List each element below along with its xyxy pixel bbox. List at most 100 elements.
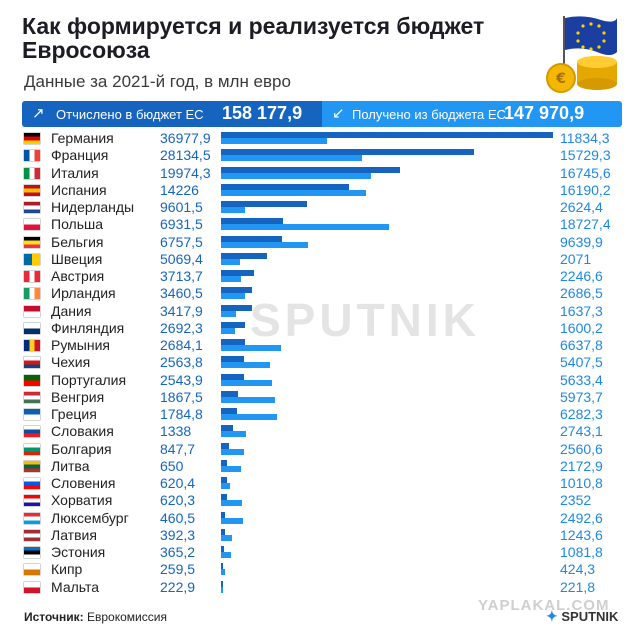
flag-icon <box>24 374 40 386</box>
contributed-value-label: 6931,5 <box>160 216 203 233</box>
flag-icon <box>24 460 40 472</box>
received-bar <box>221 362 270 369</box>
source-note: Источник: Еврокомиссия <box>24 610 167 624</box>
flag-icon <box>24 443 40 455</box>
contributed-label: Отчислено в бюджет ЕС <box>56 107 204 122</box>
received-bar <box>221 396 275 403</box>
received-bar <box>221 207 245 213</box>
flag-icon <box>24 167 40 179</box>
received-bar <box>221 586 223 593</box>
flag-icon <box>24 322 40 334</box>
contributed-summary: ↗ Отчислено в бюджет ЕС 158 177,9 <box>22 101 322 127</box>
received-value-label: 2492,6 <box>560 509 603 526</box>
contributed-bar <box>221 546 225 552</box>
received-value-label: 6282,3 <box>560 406 603 422</box>
flag-icon <box>24 391 40 403</box>
eu-flag-coins-illustration: € <box>546 16 617 93</box>
received-bar <box>221 500 243 507</box>
brand-logo: ✦ SPUTNIK <box>546 608 618 625</box>
country-name: Латвия <box>51 526 97 543</box>
flag-icon <box>24 512 40 524</box>
flag-icon <box>24 529 40 541</box>
received-value-label: 15729,3 <box>560 147 611 164</box>
country-name: Эстония <box>51 544 106 560</box>
sputnik-watermark: SPUTNIK <box>250 294 480 346</box>
country-name: Польша <box>51 216 104 233</box>
received-value-label: 2172,9 <box>560 457 603 474</box>
received-bar <box>221 224 390 231</box>
flag-icon <box>24 547 40 558</box>
contributed-bar <box>221 459 227 466</box>
received-bar <box>221 569 225 576</box>
contributed-value-label: 36977,9 <box>160 130 211 146</box>
country-name: Нидерланды <box>51 199 135 215</box>
received-bar <box>221 379 272 386</box>
flag-icon <box>24 219 40 231</box>
flag-icon <box>24 340 40 351</box>
country-name: Португалия <box>51 371 127 388</box>
summary-bar: ↗ Отчислено в бюджет ЕС 158 177,9 ↙ Полу… <box>22 101 622 127</box>
contributed-value-label: 460,5 <box>160 509 196 526</box>
contributed-bar <box>221 287 253 294</box>
flag-icon <box>24 202 40 213</box>
received-value-label: 2743,1 <box>560 423 603 440</box>
received-bar <box>221 310 236 317</box>
flag-icon <box>24 581 40 593</box>
flag-icon <box>24 271 40 282</box>
received-bar <box>221 345 281 351</box>
country-name: Словения <box>51 475 116 491</box>
contributed-value-label: 2684,1 <box>160 337 203 353</box>
country-name: Испания <box>51 181 107 198</box>
contributed-value-label: 392,3 <box>160 526 196 543</box>
received-value-label: 2071 <box>560 250 592 267</box>
contributed-total: 158 177,9 <box>222 103 303 123</box>
received-value-label: 11834,3 <box>560 130 610 146</box>
flag-icon <box>24 478 40 489</box>
contributed-value-label: 1867,5 <box>160 388 203 405</box>
received-bar <box>221 465 241 472</box>
country-name: Франция <box>51 147 109 164</box>
received-bar <box>221 517 244 524</box>
country-name: Дания <box>51 302 92 319</box>
received-value-label: 5633,4 <box>560 371 603 388</box>
contributed-bar <box>221 321 246 328</box>
contributed-value-label: 620,4 <box>160 475 196 491</box>
received-bar <box>221 534 233 541</box>
flag-icon <box>24 564 40 576</box>
country-name: Литва <box>51 457 90 474</box>
received-value-label: 6637,8 <box>560 337 603 353</box>
contributed-value-label: 2543,9 <box>160 371 203 388</box>
received-value-label: 1600,2 <box>560 319 603 336</box>
contributed-bar <box>221 252 267 259</box>
flag-icon <box>24 288 40 300</box>
received-value-label: 9639,9 <box>560 233 603 250</box>
received-bar <box>221 172 372 179</box>
flag-icon <box>24 133 40 144</box>
country-name: Кипр <box>51 561 83 578</box>
received-bar <box>221 155 363 162</box>
country-name: Мальта <box>51 578 100 595</box>
flag-icon <box>24 253 40 265</box>
contributed-value-label: 3460,5 <box>160 285 203 302</box>
arrow-up-right-icon: ↗ <box>32 105 45 122</box>
country-name: Венгрия <box>51 388 105 405</box>
contributed-bar <box>221 563 224 570</box>
received-bar <box>221 414 278 420</box>
contributed-bar <box>221 390 238 397</box>
contributed-bar <box>221 425 233 432</box>
received-value-label: 221,8 <box>560 578 596 595</box>
received-bar <box>221 448 244 455</box>
received-bar <box>221 327 236 334</box>
received-value-label: 2686,5 <box>560 285 603 302</box>
flag-icon <box>24 426 40 438</box>
country-name: Словакия <box>51 423 114 440</box>
country-name: Румыния <box>51 337 111 353</box>
received-value-label: 1637,3 <box>560 302 603 319</box>
received-bar <box>221 483 231 489</box>
country-name: Болгария <box>51 440 112 457</box>
received-bar <box>221 241 308 248</box>
country-name: Швеция <box>51 250 103 267</box>
country-name: Германия <box>51 130 114 146</box>
contributed-value-label: 1784,8 <box>160 406 203 422</box>
received-value-label: 424,3 <box>560 561 596 578</box>
